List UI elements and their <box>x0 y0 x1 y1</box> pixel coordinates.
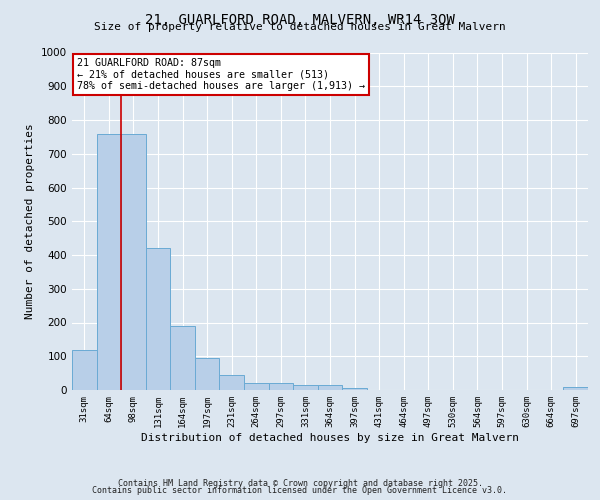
Bar <box>269 383 293 390</box>
Y-axis label: Number of detached properties: Number of detached properties <box>25 124 35 319</box>
Bar <box>146 248 170 390</box>
Bar <box>121 134 146 390</box>
Bar <box>342 388 367 390</box>
Bar <box>563 388 588 390</box>
Bar <box>195 358 220 390</box>
Bar <box>220 375 244 390</box>
Bar <box>244 383 269 390</box>
Bar <box>318 385 342 390</box>
Text: 21, GUARLFORD ROAD, MALVERN, WR14 3QW: 21, GUARLFORD ROAD, MALVERN, WR14 3QW <box>145 12 455 26</box>
Text: 21 GUARLFORD ROAD: 87sqm
← 21% of detached houses are smaller (513)
78% of semi-: 21 GUARLFORD ROAD: 87sqm ← 21% of detach… <box>77 58 365 91</box>
Text: Contains public sector information licensed under the Open Government Licence v3: Contains public sector information licen… <box>92 486 508 495</box>
Bar <box>72 350 97 390</box>
Bar <box>170 326 195 390</box>
Text: Size of property relative to detached houses in Great Malvern: Size of property relative to detached ho… <box>94 22 506 32</box>
X-axis label: Distribution of detached houses by size in Great Malvern: Distribution of detached houses by size … <box>141 432 519 442</box>
Bar <box>293 385 318 390</box>
Bar <box>97 134 121 390</box>
Text: Contains HM Land Registry data © Crown copyright and database right 2025.: Contains HM Land Registry data © Crown c… <box>118 478 482 488</box>
